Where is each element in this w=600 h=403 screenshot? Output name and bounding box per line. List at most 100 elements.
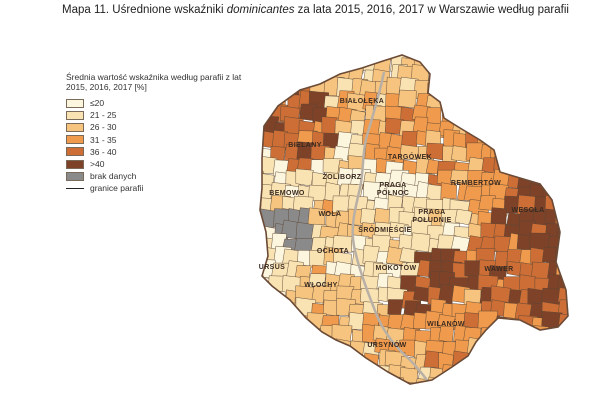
parish-area: [479, 327, 497, 346]
parish-area: [529, 159, 549, 179]
parish-area: [519, 68, 536, 86]
parish-area: [308, 337, 330, 356]
parish-area: [270, 301, 288, 321]
parish-area: [347, 55, 369, 61]
map-legend: Średnia wartość wskaźnika według parafii…: [66, 72, 266, 195]
parish-area: [260, 303, 274, 321]
parish-area: [348, 365, 368, 384]
parish-area: [283, 66, 302, 83]
legend-label: brak danych: [90, 171, 137, 182]
parish-area: [541, 340, 560, 360]
parish-area: [505, 142, 523, 162]
parish-area: [260, 377, 277, 384]
parish-area: [272, 56, 290, 74]
parish-area: [480, 55, 498, 59]
parish-area: [554, 195, 568, 216]
district-label: WAWER: [484, 266, 513, 273]
parish-area: [479, 65, 497, 82]
parish-area: [530, 365, 547, 384]
parish-area: [559, 108, 568, 125]
parish-area: [466, 365, 486, 383]
parish-area: [324, 370, 344, 384]
parish-area: [456, 80, 474, 101]
parish-area: [530, 325, 549, 342]
parish-area: [295, 168, 314, 187]
parish-area: [494, 68, 514, 87]
parish-area: [260, 349, 263, 370]
parish-area: [454, 368, 475, 384]
parish-area: [555, 67, 568, 86]
parish-area: [260, 315, 265, 333]
district-label: REMBERTÓW: [451, 178, 501, 187]
parish-area: [505, 377, 526, 384]
parish-area: [516, 155, 536, 176]
district-label: WESOŁA: [511, 207, 544, 214]
parish-area: [454, 64, 474, 83]
parish-area: [529, 144, 549, 164]
parish-area: [478, 377, 495, 384]
parish-area: [260, 285, 274, 303]
district-label: TARGÓWEK: [388, 152, 432, 161]
parish-area: [399, 367, 419, 384]
parish-area: [365, 378, 382, 384]
district-label: URSYNÓW: [367, 340, 406, 349]
parish-area: [350, 377, 372, 384]
parish-area: [544, 79, 564, 98]
parish-area: [554, 83, 568, 101]
parish-area: [495, 341, 513, 359]
legend-item: 26 - 30: [66, 121, 266, 133]
parish-area: [260, 337, 277, 359]
parish-area: [260, 235, 264, 254]
parish-area: [427, 67, 446, 85]
parish-area: [463, 379, 481, 384]
parish-area: [517, 148, 537, 165]
parish-area: [323, 342, 344, 362]
parish-area: [467, 353, 486, 374]
parish-area: [519, 55, 535, 75]
parish-area: [504, 328, 525, 345]
parish-area: [518, 351, 539, 368]
parish-area: [507, 119, 526, 137]
legend-label: 31 - 35: [90, 134, 117, 145]
legend-label: 26 - 30: [90, 122, 117, 133]
parish-area: [312, 363, 329, 383]
parish-area: [488, 377, 508, 384]
parish-area: [545, 351, 563, 368]
parish-area: [324, 55, 344, 76]
parish-boundary-swatch: [66, 187, 84, 189]
parish-area: [519, 104, 537, 122]
parish-area: [373, 55, 390, 57]
parish-area: [441, 377, 458, 384]
parish-area: [557, 299, 568, 317]
parish-area: [272, 327, 289, 345]
parish-area: [533, 65, 551, 84]
legend-label: >40: [90, 159, 105, 170]
parish-area: [269, 314, 287, 334]
parish-area: [260, 299, 263, 319]
parish-area: [467, 55, 487, 57]
parish-area: [529, 90, 547, 108]
parish-area: [260, 207, 276, 229]
district-label: BIAŁOŁĘKA: [340, 98, 384, 105]
parish-area: [269, 290, 287, 308]
parish-area: [502, 80, 524, 97]
parish-area: [454, 208, 473, 226]
parish-area: [492, 325, 512, 346]
parish-area: [260, 325, 264, 343]
legend-swatch: [66, 147, 84, 157]
parish-area: [504, 106, 526, 127]
parish-area: [438, 55, 454, 72]
parish-area: [502, 129, 523, 148]
parish-area: [463, 185, 483, 203]
legend-swatch: [66, 98, 84, 108]
parish-area: [531, 104, 549, 125]
parish-area: [334, 367, 356, 384]
parish-area: [554, 377, 568, 384]
parish-area: [553, 141, 568, 162]
parish-area: [508, 55, 525, 57]
parish-area: [426, 55, 442, 71]
parish-area: [529, 55, 546, 72]
parish-area: [531, 338, 549, 356]
parish-area: [543, 55, 563, 73]
district-label: BIELANY: [288, 142, 322, 149]
